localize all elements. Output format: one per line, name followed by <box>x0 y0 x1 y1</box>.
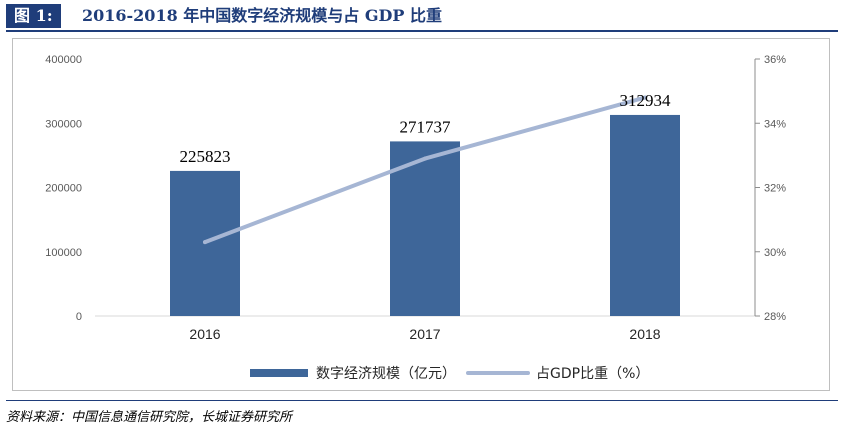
right-tick-label: 34% <box>764 118 786 130</box>
left-tick-label: 300000 <box>45 118 82 130</box>
right-tick-label: 28% <box>764 311 786 323</box>
bar-2017 <box>390 141 460 316</box>
x-tick-label: 2017 <box>409 326 440 342</box>
left-tick-label: 0 <box>76 311 82 323</box>
line-point-2017 <box>423 156 427 161</box>
bar-value-label: 225823 <box>180 147 231 166</box>
right-tick-label: 36% <box>764 54 786 66</box>
x-tick-label: 2018 <box>629 326 660 342</box>
chart-frame <box>12 38 830 391</box>
line-point-2016 <box>203 240 207 245</box>
bar-2018 <box>610 114 680 316</box>
legend-bar-swatch <box>250 369 308 377</box>
line-point-2018 <box>643 95 647 100</box>
bar-value-label: 271737 <box>400 117 452 136</box>
figure-label: 图 1: <box>6 4 61 28</box>
figure-title: 2016-2018 年中国数字经济规模与占 GDP 比重 <box>82 6 442 25</box>
left-tick-label: 200000 <box>45 183 82 195</box>
legend-bar-label: 数字经济规模（亿元） <box>316 366 456 382</box>
x-tick-label: 2016 <box>189 326 220 342</box>
figure-title-bar: 图 1: 2016-2018 年中国数字经济规模与占 GDP 比重 <box>6 4 838 32</box>
right-tick-label: 30% <box>764 247 786 259</box>
chart-area: 0 100000 200000 300000 400000 28% 30% 32% 34% 36%… <box>45 54 786 382</box>
source-note: 资料来源：中国信息通信研究院，长城证券研究所 <box>6 400 838 425</box>
left-tick-label: 100000 <box>45 247 82 259</box>
right-tick-label: 32% <box>764 183 786 195</box>
left-tick-label: 400000 <box>45 54 82 66</box>
legend-line-label: 占GDP比重（%） <box>536 366 649 382</box>
bar-value-label: 312934 <box>620 91 672 110</box>
